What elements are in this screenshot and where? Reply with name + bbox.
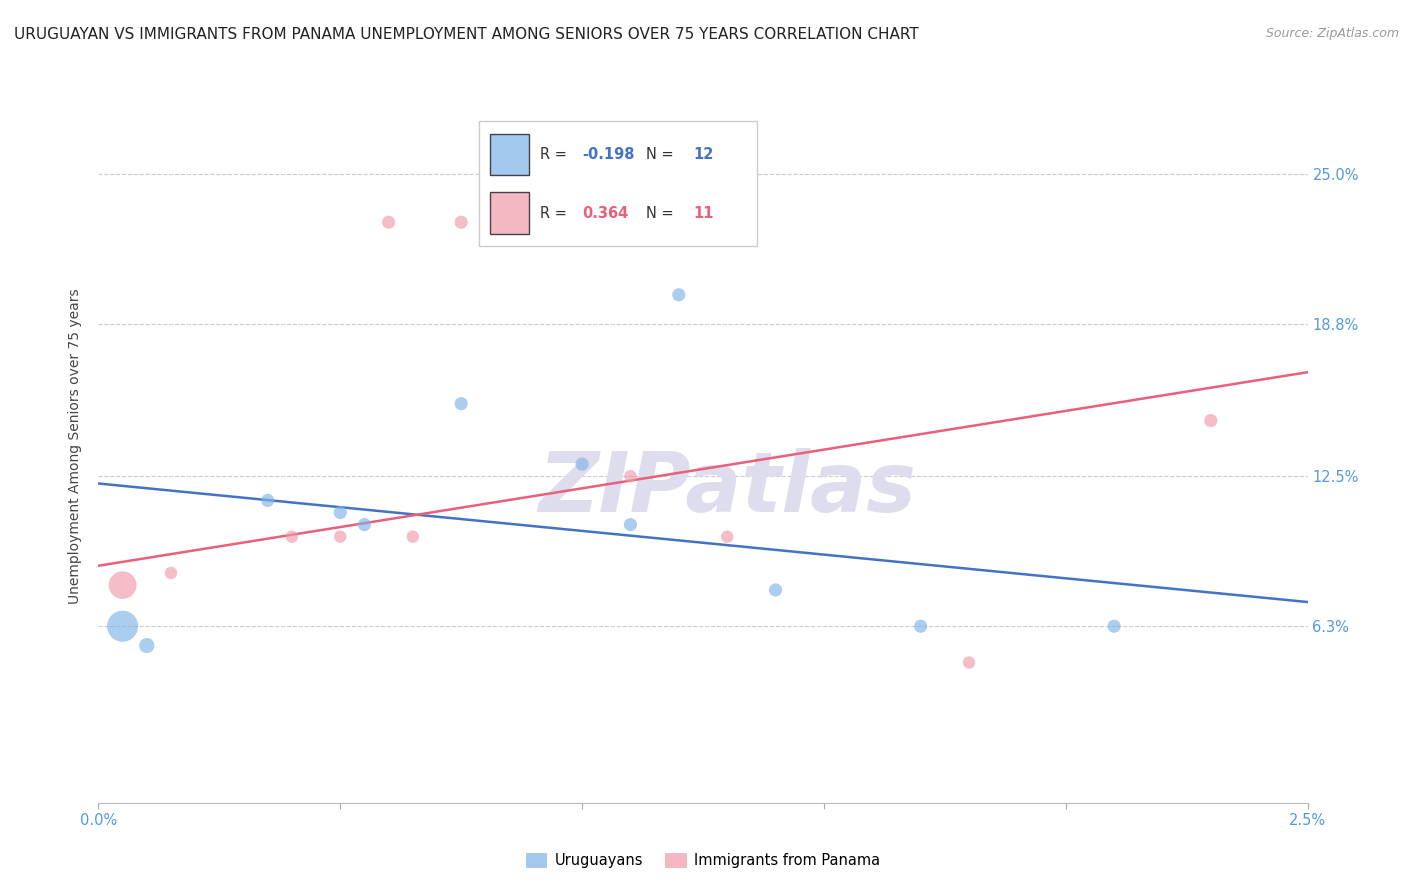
Point — [256, 493, 278, 508]
Text: N =: N = — [647, 147, 679, 162]
Text: 0.364: 0.364 — [582, 205, 628, 220]
Point — [329, 506, 352, 520]
Point — [619, 469, 641, 483]
Text: ZIPatlas: ZIPatlas — [538, 449, 917, 529]
Point — [450, 397, 472, 411]
Point — [329, 530, 352, 544]
Text: R =: R = — [540, 205, 572, 220]
Text: R =: R = — [540, 147, 572, 162]
Text: 12: 12 — [693, 147, 714, 162]
Point — [135, 639, 157, 653]
FancyBboxPatch shape — [479, 121, 758, 246]
Point — [668, 288, 690, 302]
Text: N =: N = — [647, 205, 679, 220]
Point — [716, 530, 738, 544]
Point — [111, 578, 134, 592]
Point — [450, 215, 472, 229]
FancyBboxPatch shape — [491, 193, 530, 234]
Point — [160, 566, 183, 580]
Point — [281, 530, 304, 544]
Legend: Uruguayans, Immigrants from Panama: Uruguayans, Immigrants from Panama — [520, 847, 886, 874]
Text: URUGUAYAN VS IMMIGRANTS FROM PANAMA UNEMPLOYMENT AMONG SENIORS OVER 75 YEARS COR: URUGUAYAN VS IMMIGRANTS FROM PANAMA UNEM… — [14, 27, 918, 42]
Point — [111, 619, 134, 633]
Text: -0.198: -0.198 — [582, 147, 634, 162]
Point — [619, 517, 641, 532]
Text: Source: ZipAtlas.com: Source: ZipAtlas.com — [1265, 27, 1399, 40]
Point — [571, 457, 593, 471]
Point — [910, 619, 932, 633]
Text: 11: 11 — [693, 205, 714, 220]
FancyBboxPatch shape — [491, 134, 530, 175]
Point — [957, 656, 980, 670]
Y-axis label: Unemployment Among Seniors over 75 years: Unemployment Among Seniors over 75 years — [69, 288, 83, 604]
Point — [1199, 414, 1222, 428]
Point — [765, 582, 787, 597]
Point — [377, 215, 399, 229]
Point — [1102, 619, 1125, 633]
Point — [402, 530, 425, 544]
Point — [353, 517, 375, 532]
